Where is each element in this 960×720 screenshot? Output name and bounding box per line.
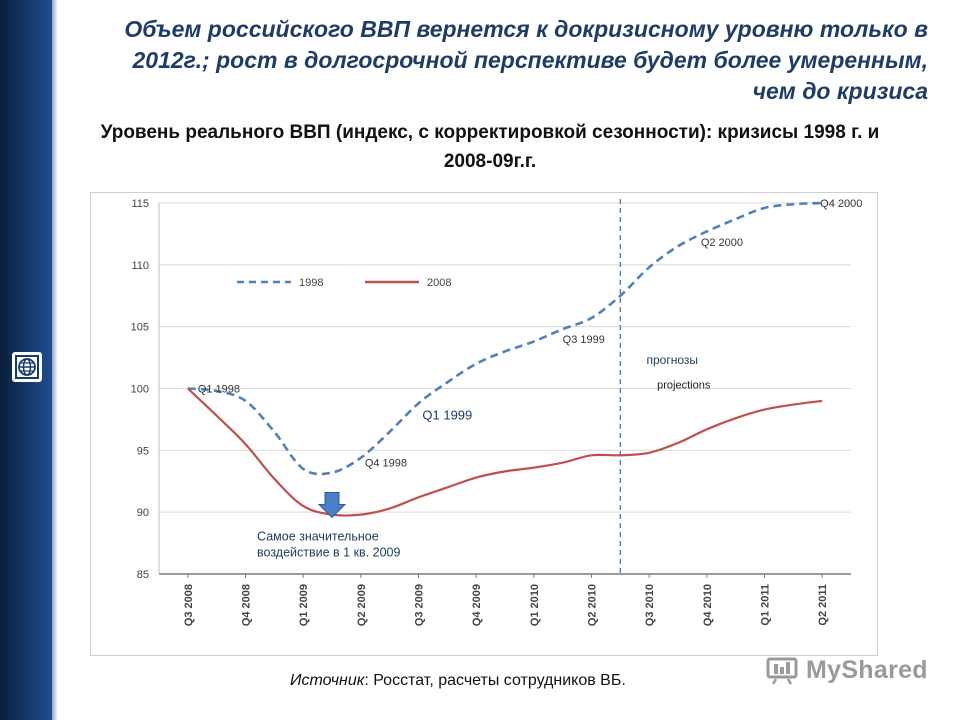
y-tick-label: 110 (131, 260, 149, 272)
presentation-icon (766, 657, 798, 685)
chart-annotation: прогнозы (646, 353, 698, 367)
globe-icon (12, 352, 42, 382)
y-tick-label: 95 (137, 445, 149, 457)
source-label: Источник (290, 672, 365, 689)
x-tick-label: Q3 2010 (644, 584, 656, 626)
minimum-arrow-icon (317, 491, 347, 519)
series-line-1998 (187, 201, 823, 476)
chart-annotation: воздействие в 1 кв. 2009 (257, 546, 400, 560)
chart-annotation: Q4 1998 (365, 458, 407, 470)
globe-icon-glyph (15, 355, 39, 379)
x-tick-label: Q2 2011 (817, 584, 829, 626)
chart-annotation: Q1 1998 (198, 384, 240, 396)
chart-annotation: Самое значительное (257, 530, 379, 544)
series-line-2008 (187, 387, 823, 517)
chart-annotation: Q1 1999 (422, 407, 472, 422)
y-tick-label: 100 (131, 384, 149, 396)
legend-label: 1998 (299, 277, 323, 289)
chart-annotation: projections (657, 380, 711, 392)
y-tick-label: 85 (137, 569, 149, 581)
x-tick-label: Q4 2008 (241, 584, 253, 626)
legend-label: 2008 (427, 277, 451, 289)
x-tick-label: Q3 2009 (414, 584, 426, 626)
x-tick-label: Q3 2008 (183, 584, 195, 626)
watermark-text: MyShared (806, 656, 928, 684)
chart-annotation: Q3 1999 (563, 334, 605, 346)
sidebar-panel (0, 0, 58, 720)
x-tick-label: Q4 2010 (702, 584, 714, 626)
x-tick-label: Q2 2009 (356, 584, 368, 626)
chart-subtitle: Уровень реального ВВП (индекс, с коррект… (100, 122, 880, 172)
x-tick-label: Q1 2010 (529, 584, 541, 626)
slide-headline: Объем российского ВВП вернется к докризи… (124, 16, 928, 104)
gdp-line-chart: 85 90 95 100 105 110 115 Q3 2008 Q4 2008 Q1 2009 Q… (131, 198, 863, 626)
chart-annotation: Q2 2000 (701, 237, 743, 249)
source-note: Источник: Росстат, расчеты сотрудников В… (290, 672, 626, 690)
x-tick-label: Q4 2009 (471, 584, 483, 626)
x-tick-label: Q1 2009 (298, 584, 310, 626)
myshared-watermark: MyShared (766, 656, 928, 685)
gdp-chart-frame: 85 90 95 100 105 110 115 Q3 2008 Q4 2008 Q1 2009 Q… (90, 192, 878, 656)
chart-annotation: Q4 2000 (820, 198, 862, 210)
y-tick-label: 90 (137, 507, 149, 519)
x-tick-label: Q2 2010 (587, 584, 599, 626)
y-tick-label: 115 (131, 198, 149, 210)
x-tick-label: Q1 2011 (760, 584, 772, 626)
y-tick-label: 105 (131, 322, 149, 334)
source-text: : Росстат, расчеты сотрудников ВБ. (364, 672, 626, 689)
